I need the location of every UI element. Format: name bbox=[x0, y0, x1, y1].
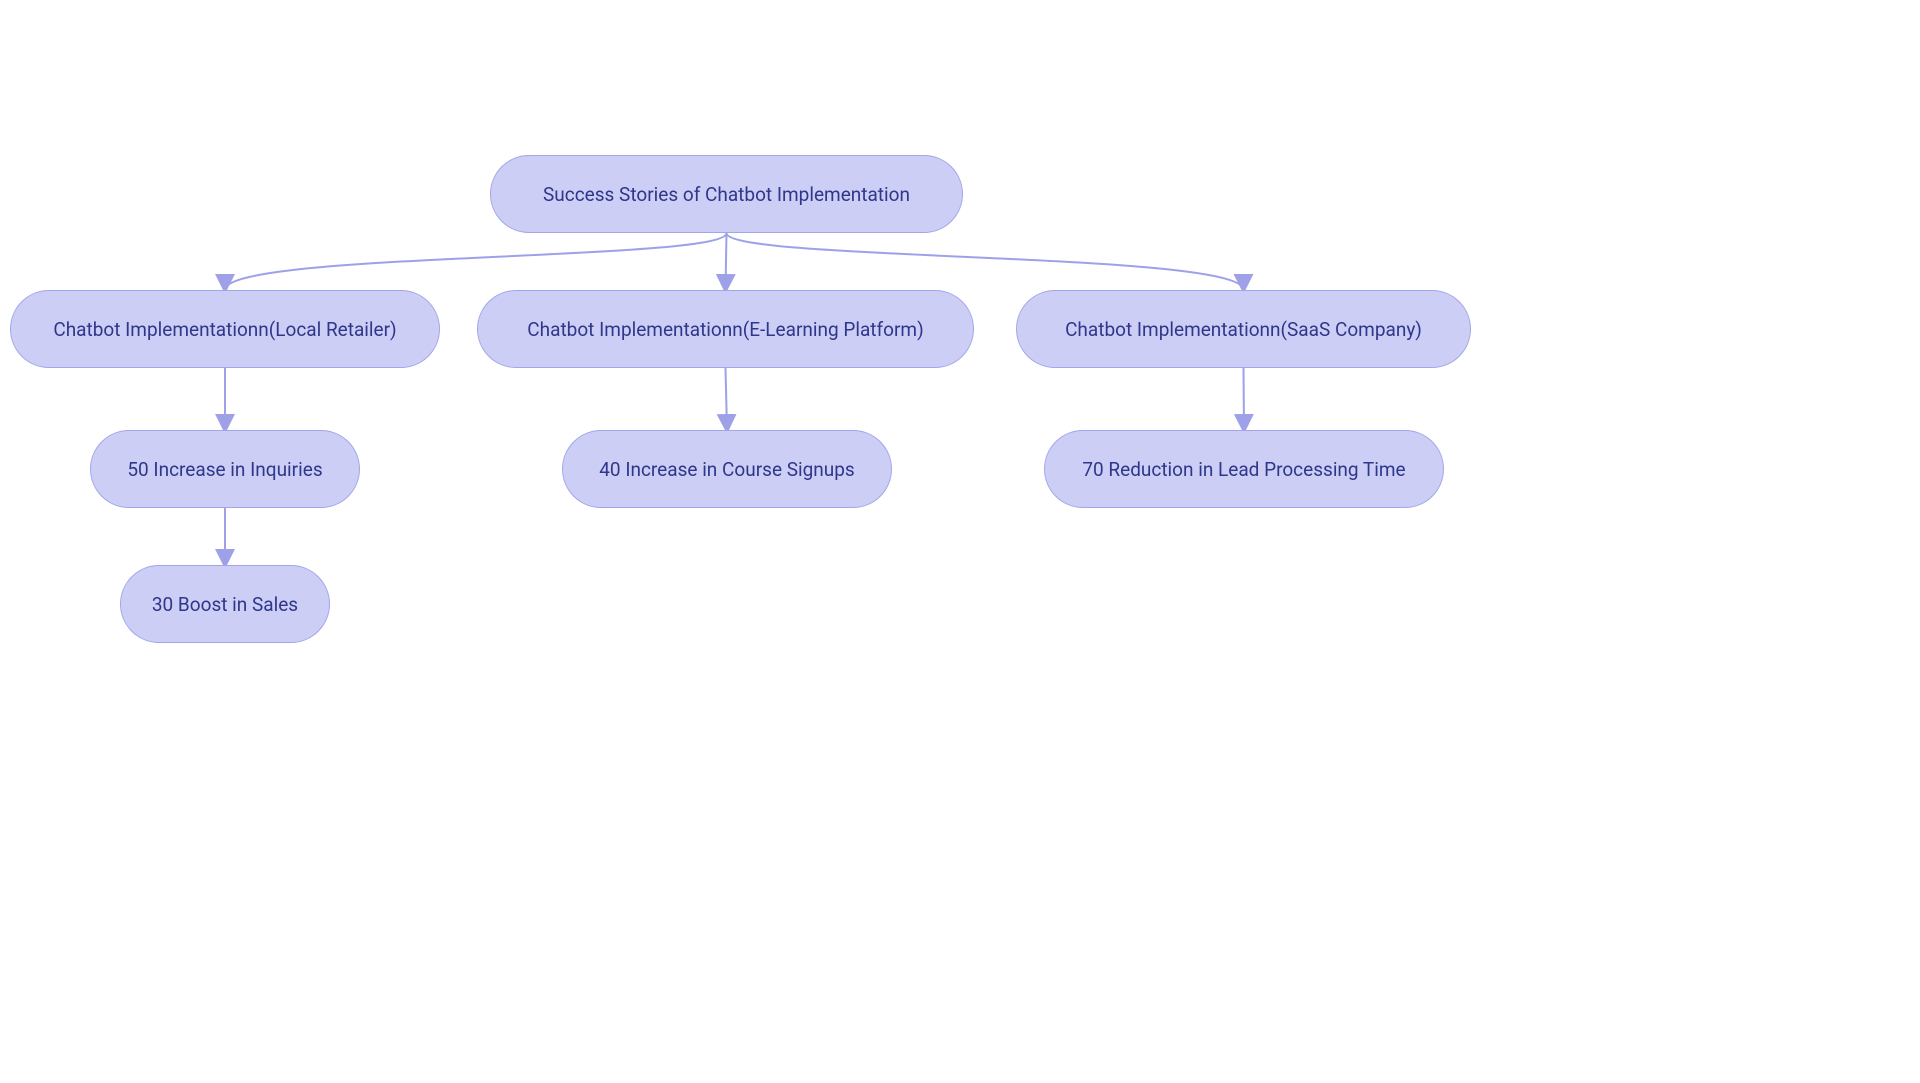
edge-saas-leadtime bbox=[1244, 368, 1245, 430]
edge-layer bbox=[0, 0, 1920, 1083]
node-saas: Chatbot Implementationn(SaaS Company) bbox=[1016, 290, 1471, 368]
flowchart-diagram: Success Stories of Chatbot Implementatio… bbox=[0, 0, 1920, 1083]
node-signups: 40 Increase in Course Signups bbox=[562, 430, 892, 508]
edge-root-saas bbox=[727, 233, 1244, 290]
node-leadtime: 70 Reduction in Lead Processing Time bbox=[1044, 430, 1444, 508]
node-root: Success Stories of Chatbot Implementatio… bbox=[490, 155, 963, 233]
node-elearn: Chatbot Implementationn(E-Learning Platf… bbox=[477, 290, 974, 368]
edges bbox=[225, 233, 1244, 565]
node-inquiries: 50 Increase in Inquiries bbox=[90, 430, 360, 508]
node-retail: Chatbot Implementationn(Local Retailer) bbox=[10, 290, 440, 368]
edge-root-retail bbox=[225, 233, 727, 290]
edge-root-elearn bbox=[726, 233, 727, 290]
edge-elearn-signups bbox=[726, 368, 728, 430]
node-sales: 30 Boost in Sales bbox=[120, 565, 330, 643]
